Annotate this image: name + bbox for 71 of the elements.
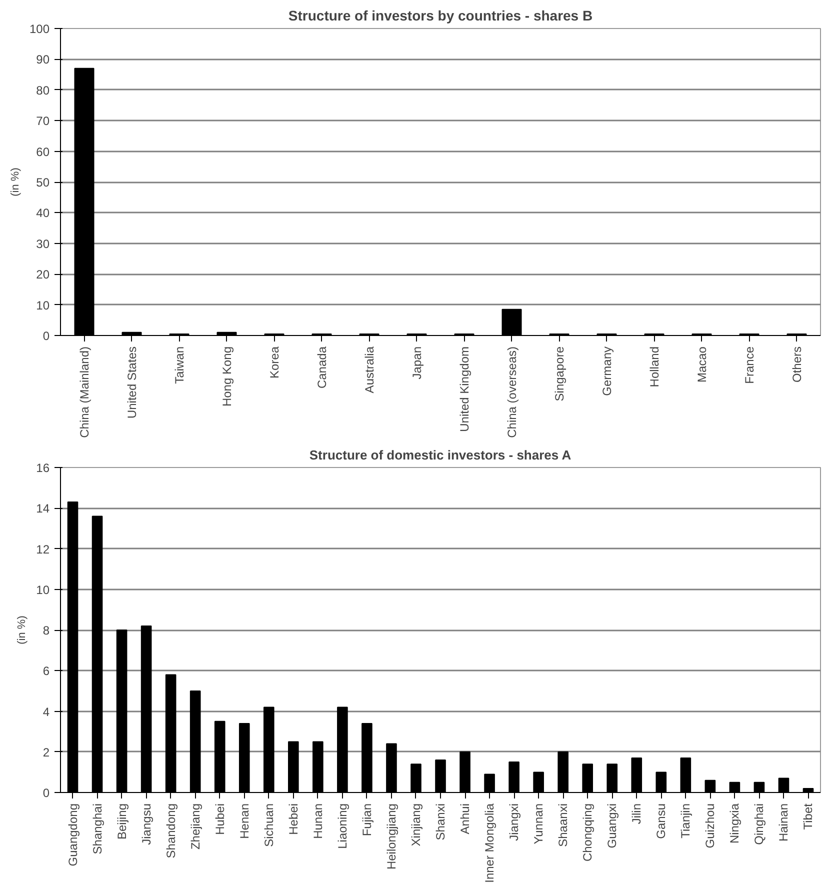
x-tick-label: Taiwan (172, 346, 186, 384)
x-tick-label: Hunan (310, 803, 325, 839)
x-tick-label: Shanxi (434, 803, 448, 840)
y-tick-label: 30 (36, 236, 50, 251)
x-tick-label: Ningxia (728, 803, 742, 844)
x-tick-label: Singapore (552, 346, 566, 402)
x-tick-label: Qinghai (752, 803, 766, 845)
chart-title: Structure of investors by countries - shares B (288, 8, 593, 24)
y-tick-label: 6 (42, 664, 50, 678)
x-tick-label: China (overseas) (504, 346, 519, 438)
y-tick-label: 20 (36, 268, 50, 282)
x-tick-label: Macao (694, 346, 709, 383)
x-tick-label: Others (790, 346, 804, 383)
y-tick-label: 10 (36, 298, 50, 312)
y-tick-label: 40 (36, 206, 50, 220)
y-tick-label: 8 (42, 624, 50, 638)
y-tick-label: 0 (42, 329, 50, 343)
x-tick-label: Shaanxi (556, 803, 570, 847)
x-tick-label: Holland (647, 346, 662, 388)
x-tick-label: Hebei (286, 803, 300, 835)
x-tick-label: Jilin (630, 804, 644, 824)
x-tick-label: United States (124, 346, 139, 419)
x-tick-label: Anhui (458, 803, 472, 834)
x-tick-label: Guangdong (66, 803, 80, 866)
x-tick-label: Beijing (114, 803, 129, 840)
y-tick-label: 16 (36, 461, 50, 475)
x-tick-label: Henan (237, 803, 252, 839)
x-tick-label: Tianjin (678, 804, 693, 838)
y-tick-label: 14 (36, 502, 50, 516)
x-tick-label: Jiangxi (507, 803, 522, 841)
x-tick-label: Gansu (654, 803, 668, 839)
y-tick-label: 10 (36, 582, 50, 597)
x-tick-label: Jiangsu (139, 803, 154, 845)
y-tick-label: 12 (36, 542, 50, 556)
x-tick-label: Shandong (164, 803, 178, 858)
x-tick-label: Sichuan (262, 803, 276, 847)
x-tick-label: Japan (410, 346, 424, 380)
x-tick-label: Fujian (360, 803, 374, 836)
y-tick-label: 50 (36, 176, 50, 190)
y-tick-label: 70 (36, 114, 50, 128)
y-tick-label: 4 (42, 704, 50, 719)
x-tick-label: United Kingdom (457, 346, 472, 432)
y-tick-label: 90 (36, 52, 50, 67)
x-tick-label: Tibet (801, 802, 816, 830)
y-axis-title: (in %) (9, 168, 22, 196)
y-axis-title: (in %) (16, 616, 28, 644)
x-tick-label: Korea (267, 346, 282, 379)
y-tick-label: 0 (42, 786, 50, 800)
x-tick-label: Australia (362, 346, 376, 394)
x-tick-label: Canada (314, 346, 329, 389)
y-tick-label: 60 (36, 144, 50, 159)
x-tick-label: Inner Mongolia (482, 803, 497, 883)
x-tick-label: Heilongjiang (384, 804, 398, 870)
x-tick-label: France (742, 346, 756, 384)
x-tick-label: Zhejiang (188, 804, 202, 850)
y-tick-label: 2 (42, 745, 50, 760)
y-tick-label: 80 (36, 83, 50, 98)
x-tick-label: Guangxi (605, 803, 620, 848)
x-tick-label: Hainan (776, 803, 791, 842)
chart-title: Structure of domestic investors - shares A (309, 448, 572, 462)
x-tick-label: Hubei (212, 803, 227, 835)
x-tick-label: Chongqing (580, 803, 595, 862)
x-tick-label: Guizhou (703, 803, 718, 848)
y-tick-label: 100 (29, 22, 50, 36)
x-tick-label: Hong Kong (220, 346, 234, 407)
x-tick-label: Shanghai (90, 803, 104, 854)
x-tick-label: Liaoning (335, 804, 350, 849)
x-tick-label: China (Mainland) (77, 346, 92, 438)
x-tick-label: Yunnan (532, 803, 546, 844)
x-tick-label: Xinjiang (408, 803, 423, 846)
x-tick-label: Germany (600, 346, 614, 396)
